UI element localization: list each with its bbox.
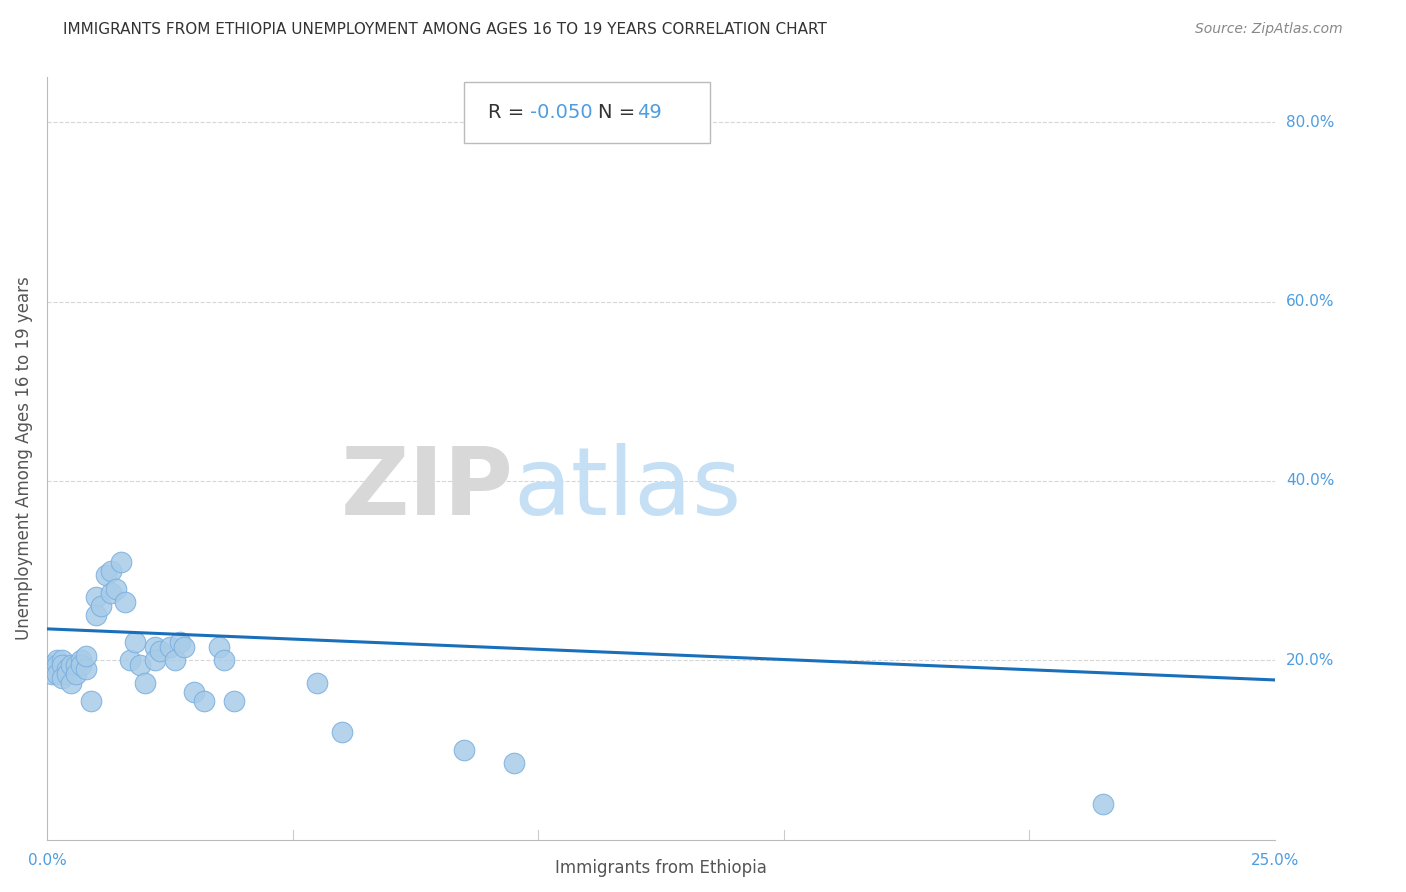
Point xyxy=(129,657,152,672)
Text: 49: 49 xyxy=(637,103,662,121)
Point xyxy=(65,666,87,681)
Point xyxy=(159,640,181,654)
Point xyxy=(65,657,87,672)
Point xyxy=(51,671,73,685)
Point xyxy=(1092,797,1115,811)
Point xyxy=(90,599,112,614)
Point xyxy=(94,568,117,582)
Point xyxy=(45,653,67,667)
Text: IMMIGRANTS FROM ETHIOPIA UNEMPLOYMENT AMONG AGES 16 TO 19 YEARS CORRELATION CHAR: IMMIGRANTS FROM ETHIOPIA UNEMPLOYMENT AM… xyxy=(63,22,827,37)
Point xyxy=(100,586,122,600)
Point xyxy=(60,657,83,672)
Text: 20.0%: 20.0% xyxy=(1286,653,1334,668)
Text: 40.0%: 40.0% xyxy=(1286,474,1334,489)
Point xyxy=(41,657,63,672)
Point xyxy=(84,591,107,605)
Text: ZIP: ZIP xyxy=(340,443,513,535)
Point xyxy=(453,743,475,757)
Point xyxy=(55,666,77,681)
Point xyxy=(143,640,166,654)
Point xyxy=(80,693,103,707)
Point xyxy=(110,555,132,569)
Point xyxy=(143,653,166,667)
Text: atlas: atlas xyxy=(513,443,742,535)
Point xyxy=(169,635,191,649)
Point xyxy=(124,635,146,649)
Text: 0.0%: 0.0% xyxy=(28,854,66,869)
Point xyxy=(100,564,122,578)
Point xyxy=(183,684,205,698)
Point xyxy=(45,666,67,681)
Point xyxy=(173,640,195,654)
Point xyxy=(149,644,172,658)
Y-axis label: Unemployment Among Ages 16 to 19 years: Unemployment Among Ages 16 to 19 years xyxy=(15,277,32,640)
Text: Source: ZipAtlas.com: Source: ZipAtlas.com xyxy=(1195,22,1343,37)
Text: -0.050: -0.050 xyxy=(530,103,593,121)
Text: 25.0%: 25.0% xyxy=(1251,854,1299,869)
Point xyxy=(45,657,67,672)
Point xyxy=(120,653,142,667)
Point xyxy=(51,653,73,667)
Point xyxy=(330,725,353,739)
Point xyxy=(75,662,97,676)
Point xyxy=(307,675,329,690)
Point xyxy=(163,653,186,667)
Point xyxy=(84,608,107,623)
Text: R =: R = xyxy=(488,103,530,121)
Text: 80.0%: 80.0% xyxy=(1286,115,1334,129)
Point xyxy=(70,657,93,672)
Text: N =: N = xyxy=(598,103,641,121)
Point xyxy=(51,657,73,672)
Point xyxy=(70,653,93,667)
Point xyxy=(502,756,524,771)
Point xyxy=(104,582,127,596)
Point xyxy=(134,675,156,690)
Point xyxy=(75,648,97,663)
Point xyxy=(55,662,77,676)
Point xyxy=(41,666,63,681)
Point xyxy=(208,640,231,654)
Point xyxy=(60,675,83,690)
Point xyxy=(212,653,235,667)
X-axis label: Immigrants from Ethiopia: Immigrants from Ethiopia xyxy=(555,859,766,877)
Point xyxy=(222,693,245,707)
Point xyxy=(114,595,136,609)
Point xyxy=(193,693,215,707)
Text: 60.0%: 60.0% xyxy=(1286,294,1334,310)
